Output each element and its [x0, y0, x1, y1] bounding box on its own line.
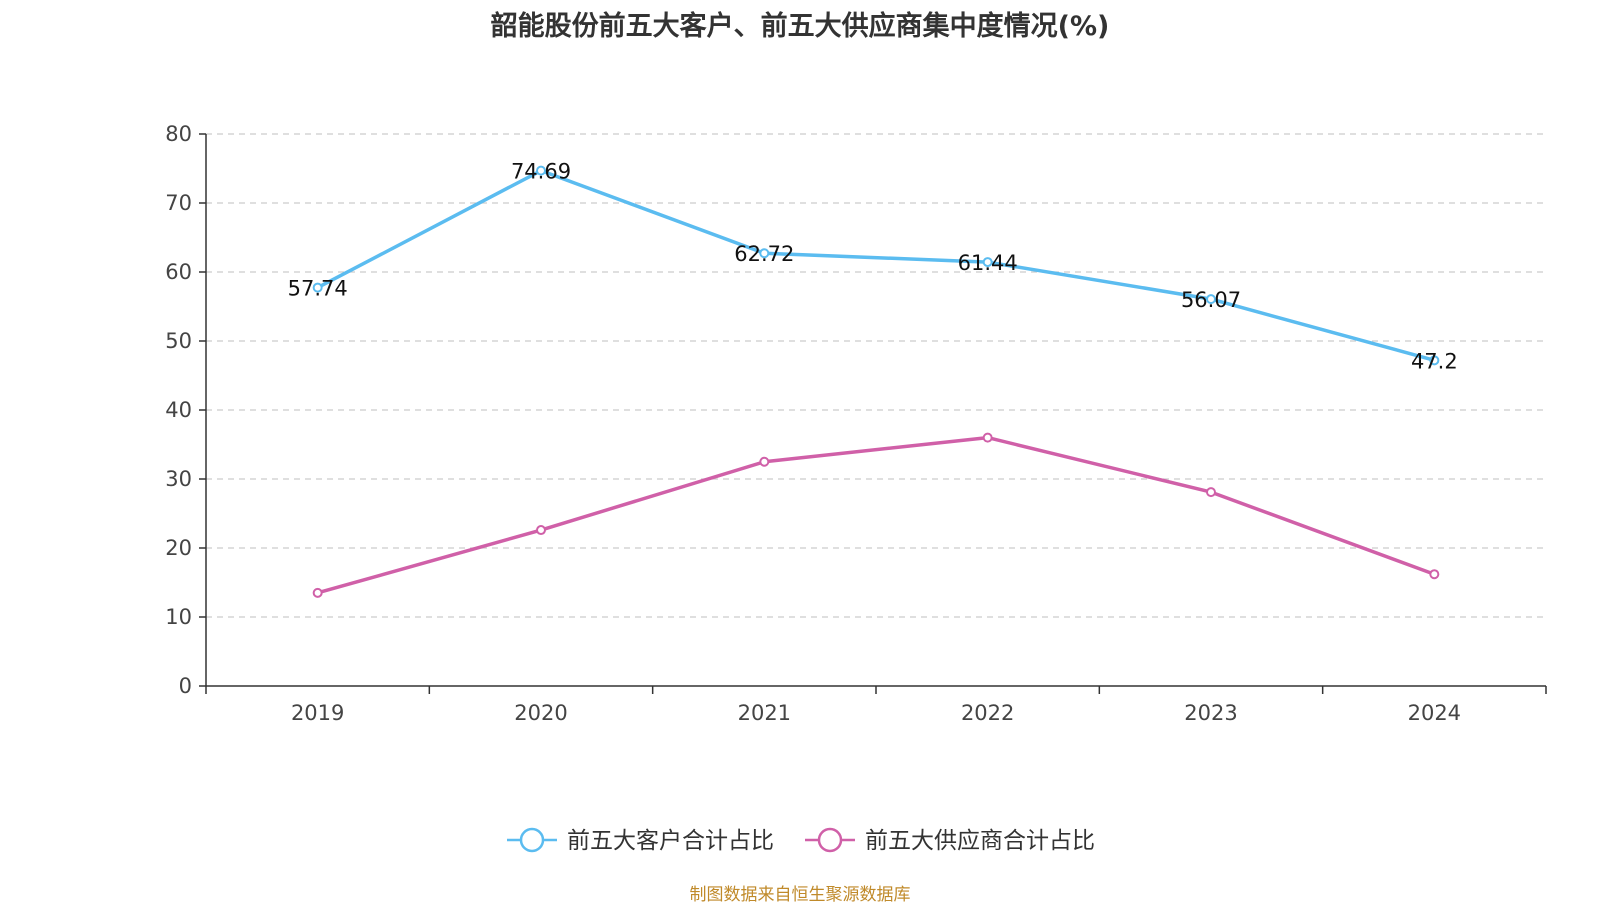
y-tick-label: 10: [165, 605, 192, 629]
y-tick-label: 20: [165, 536, 192, 560]
x-tick-label: 2024: [1408, 701, 1461, 725]
data-point: [536, 525, 546, 536]
y-axis-ticks: 0 10 20 30 40 50 60 70 80: [165, 122, 206, 698]
y-tick-label: 80: [165, 122, 192, 146]
x-tick-label: 2023: [1184, 701, 1237, 725]
legend-marker: [519, 827, 545, 853]
data-point: [1206, 487, 1216, 498]
data-point: [1429, 355, 1440, 366]
data-label: 61.44: [958, 251, 1018, 275]
data-label: 74.69: [511, 160, 571, 184]
data-point: [982, 257, 993, 268]
data-point: [312, 587, 323, 598]
y-tick-label: 70: [165, 191, 192, 215]
legend: 前五大客户合计占比 前五大供应商合计占比: [507, 827, 1095, 854]
x-tick-label: 2020: [514, 701, 567, 725]
source-note: 制图数据来自恒生聚源数据库: [689, 885, 911, 905]
data-point: [982, 432, 993, 443]
data-label: 57.74: [288, 277, 348, 301]
data-label: 56.07: [1181, 288, 1241, 312]
y-tick-label: 60: [165, 260, 192, 284]
x-tick-label: 2019: [291, 701, 344, 725]
legend-label: 前五大供应商合计占比: [865, 828, 1095, 854]
y-tick-label: 0: [179, 674, 192, 698]
y-tick-label: 30: [165, 467, 192, 491]
data-point: [312, 282, 323, 293]
data-point: [1429, 569, 1440, 580]
series-points: [312, 165, 1440, 598]
series-line-1: [316, 168, 1435, 363]
data-point: [536, 165, 546, 176]
data-labels: 57.74 74.69 62.72 61.44 56.07 47.2: [288, 160, 1458, 374]
data-point: [759, 456, 770, 467]
legend-label: 前五大客户合计占比: [567, 828, 774, 854]
y-tick-label: 40: [165, 398, 192, 422]
series-line-2: [317, 435, 1435, 595]
gridlines: [206, 133, 1546, 618]
y-tick-label: 50: [165, 329, 192, 353]
data-point: [759, 248, 770, 259]
data-point: [1206, 294, 1216, 305]
series-lines: [316, 168, 1435, 595]
data-label: 47.2: [1411, 349, 1458, 373]
x-axis-ticks: 2019 2020 2021 2022 2023 2024: [205, 686, 1547, 725]
data-label: 62.72: [734, 242, 794, 266]
x-tick-label: 2021: [738, 701, 791, 725]
x-tick-label: 2022: [961, 701, 1014, 725]
chart-title: 韶能股份前五大客户、前五大供应商集中度情况(%): [490, 11, 1110, 42]
legend-marker: [817, 827, 843, 853]
